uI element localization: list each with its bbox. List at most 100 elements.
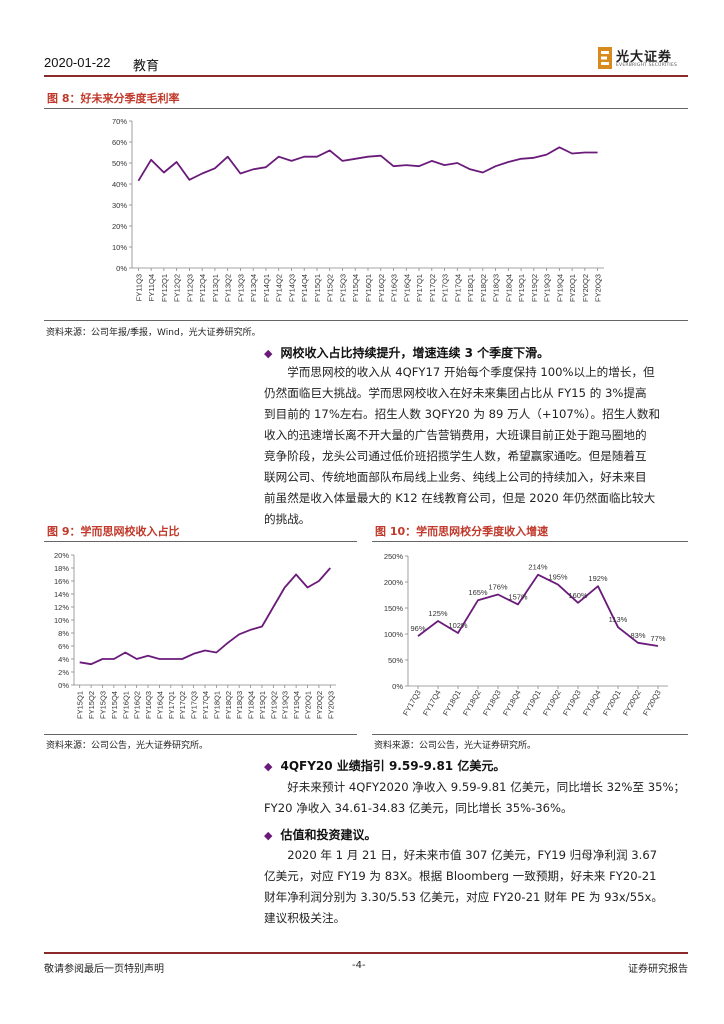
y-tick-label: 6% <box>58 642 69 651</box>
bullet1-line: 的挑战。 <box>264 512 311 526</box>
bullet2-heading: ◆ 4QFY20 业绩指引 9.59-9.81 亿美元。 <box>264 757 505 774</box>
data-label: 160% <box>568 591 588 600</box>
x-tick-label: FY19Q1 <box>258 691 267 719</box>
x-tick-label: FY15Q4 <box>351 274 360 302</box>
y-tick-label: 14% <box>54 590 69 599</box>
y-tick-label: 20% <box>112 222 127 231</box>
bullet2-line: FY20 净收入 34.61-34.83 亿美元，同比增长 35%-36%。 <box>264 801 573 815</box>
x-tick-label: FY20Q3 <box>594 274 603 302</box>
y-tick-label: 0% <box>58 681 69 690</box>
data-label: 157% <box>508 592 528 601</box>
y-tick-label: 200% <box>384 578 404 587</box>
y-tick-label: 60% <box>112 138 127 147</box>
x-tick-label: FY19Q1 <box>517 274 526 302</box>
x-tick-label: FY17Q2 <box>178 691 187 719</box>
y-tick-label: 2% <box>58 668 69 677</box>
y-tick-label: 250% <box>384 552 404 561</box>
bullet1-line: 收入的迅速增长离不开大量的广告营销费用，大班课目前正处于跑马圈地的 <box>264 428 647 442</box>
y-tick-label: 30% <box>112 201 127 210</box>
company-logo: 光大证券 EVERBRIGHT SECURITIES <box>598 45 688 73</box>
series-line <box>79 567 331 666</box>
x-tick-label: FY20Q1 <box>601 689 623 718</box>
x-tick-label: FY16Q4 <box>155 691 164 719</box>
x-tick-label: FY16Q1 <box>121 691 130 719</box>
bullet1-body: 学而思网校的收入从 4QFY17 开始每个季度保持 100%以上的增长，但 仍然… <box>264 362 688 530</box>
footer-disclaimer: 敬请参阅最后一页特别声明 <box>44 964 164 975</box>
x-tick-label: FY18Q4 <box>247 691 256 719</box>
x-tick-label: FY20Q3 <box>326 691 335 719</box>
y-tick-label: 16% <box>54 577 69 586</box>
fig9-source: 资料来源：公司公告，光大证券研究所。 <box>46 741 209 751</box>
y-tick-label: 0% <box>116 264 127 273</box>
fig8-chart: 0% 10% 20% 30% 40% 50% 60% 70% FY11Q3 FY11Q4 FY12Q… <box>112 117 604 302</box>
x-tick-label: FY17Q4 <box>201 691 210 719</box>
x-tick-label: FY15Q1 <box>313 274 322 302</box>
bullet1-line: 到目前的 17%左右。招生人数 3QFY20 为 89 万人（+107%）。招生… <box>264 407 661 421</box>
bullet2-body: 好未来预计 4QFY2020 净收入 9.59-9.81 亿美元，同比增长 32… <box>264 777 688 819</box>
x-tick-label: FY14Q2 <box>275 274 284 302</box>
x-tick-label: FY12Q1 <box>160 274 169 302</box>
x-tick-label: FY18Q1 <box>441 689 463 718</box>
x-tick-label: FY20Q1 <box>568 274 577 302</box>
bullet3-line: 财年净利润分别为 3.30/5.53 亿美元，对应 FY20-21 财年 PE … <box>264 890 663 904</box>
x-tick-label: FY16Q1 <box>364 274 373 302</box>
x-tick-label: FY12Q4 <box>198 274 207 302</box>
data-label: 195% <box>548 573 568 582</box>
x-tick-label: FY17Q4 <box>421 689 443 718</box>
x-tick-label: FY15Q3 <box>98 691 107 719</box>
y-tick-label: 20% <box>54 551 69 560</box>
y-tick-label: 10% <box>54 616 69 625</box>
logo-name: 光大证券 <box>616 50 673 65</box>
x-tick-label: FY18Q3 <box>235 691 244 719</box>
x-tick-label: FY19Q2 <box>541 689 563 718</box>
header-rule <box>44 75 688 77</box>
x-tick-label: FY15Q2 <box>87 691 96 719</box>
logo-subtitle: EVERBRIGHT SECURITIES <box>616 63 678 68</box>
x-tick-label: FY15Q3 <box>338 274 347 302</box>
bullet3-heading-text: 估值和投资建议。 <box>280 828 377 842</box>
fig9-title-rule <box>44 541 357 542</box>
x-tick-label: FY13Q4 <box>249 274 258 302</box>
bullet3-line: 2020 年 1 月 21 日，好未来市值 307 亿美元，FY19 归母净利润… <box>287 848 658 862</box>
bullet1-line: 前虽然是收入体量最大的 K12 在线教育公司，但是 2020 年仍然面临比较大 <box>264 491 656 505</box>
x-tick-label: FY15Q4 <box>110 691 119 719</box>
y-tick-label: 50% <box>112 159 127 168</box>
fig10-chart: 0%50%100%150%200%250%FY17Q3FY17Q4FY18Q1F… <box>384 552 668 718</box>
bullet2-heading-text: 4QFY20 业绩指引 9.59-9.81 亿美元。 <box>280 759 506 773</box>
fig10-title-rule <box>372 541 688 542</box>
bullet3-body: 2020 年 1 月 21 日，好未来市值 307 亿美元，FY19 归母净利润… <box>264 845 688 929</box>
x-tick-label: FY16Q4 <box>402 274 411 302</box>
report-section: 教育 <box>133 59 160 74</box>
x-tick-label: FY14Q3 <box>287 274 296 302</box>
x-tick-label: FY13Q2 <box>224 274 233 302</box>
x-tick-label: FY19Q4 <box>292 691 301 719</box>
fig8-title: 图 8：好未来分季度毛利率 <box>47 92 180 105</box>
x-tick-label: FY17Q3 <box>401 689 423 718</box>
x-tick-label: FY19Q1 <box>521 689 543 718</box>
data-label: 192% <box>588 574 608 583</box>
footer-report-type: 证券研究报告 <box>628 964 688 975</box>
bullet3-line: 亿美元，对应 FY19 为 83X。根据 Bloomberg 一致预期，好未来 … <box>264 869 657 883</box>
data-label: 176% <box>488 582 508 591</box>
y-tick-label: 12% <box>54 603 69 612</box>
x-tick-label: FY18Q4 <box>504 274 513 302</box>
x-tick-label: FY19Q2 <box>530 274 539 302</box>
x-tick-label: FY20Q1 <box>304 691 313 719</box>
x-tick-label: FY17Q1 <box>415 274 424 302</box>
x-tick-label: FY12Q2 <box>173 274 182 302</box>
x-tick-label: FY19Q3 <box>561 689 583 718</box>
fig8-source: 资料来源：公司年报/季报，Wind，光大证券研究所。 <box>46 328 261 338</box>
x-tick-label: FY13Q3 <box>236 274 245 302</box>
data-label: 214% <box>528 563 548 572</box>
x-tick-label: FY20Q3 <box>641 689 663 718</box>
x-tick-label: FY19Q3 <box>281 691 290 719</box>
data-label: 83% <box>630 631 645 640</box>
x-tick-label: FY19Q4 <box>581 689 603 718</box>
x-tick-label: FY11Q4 <box>147 274 156 301</box>
bullet1-line: 学而思网校的收入从 4QFY17 开始每个季度保持 100%以上的增长，但 <box>287 365 655 379</box>
fig8-bottom-rule <box>44 320 688 321</box>
x-tick-label: FY14Q4 <box>300 274 309 302</box>
bullet1-line: 仍然面临巨大挑战。学而思网校收入在好未来集团占比从 FY15 的 3%提高 <box>264 386 647 400</box>
x-tick-label: FY16Q2 <box>377 274 386 302</box>
x-tick-label: FY18Q2 <box>461 689 483 718</box>
